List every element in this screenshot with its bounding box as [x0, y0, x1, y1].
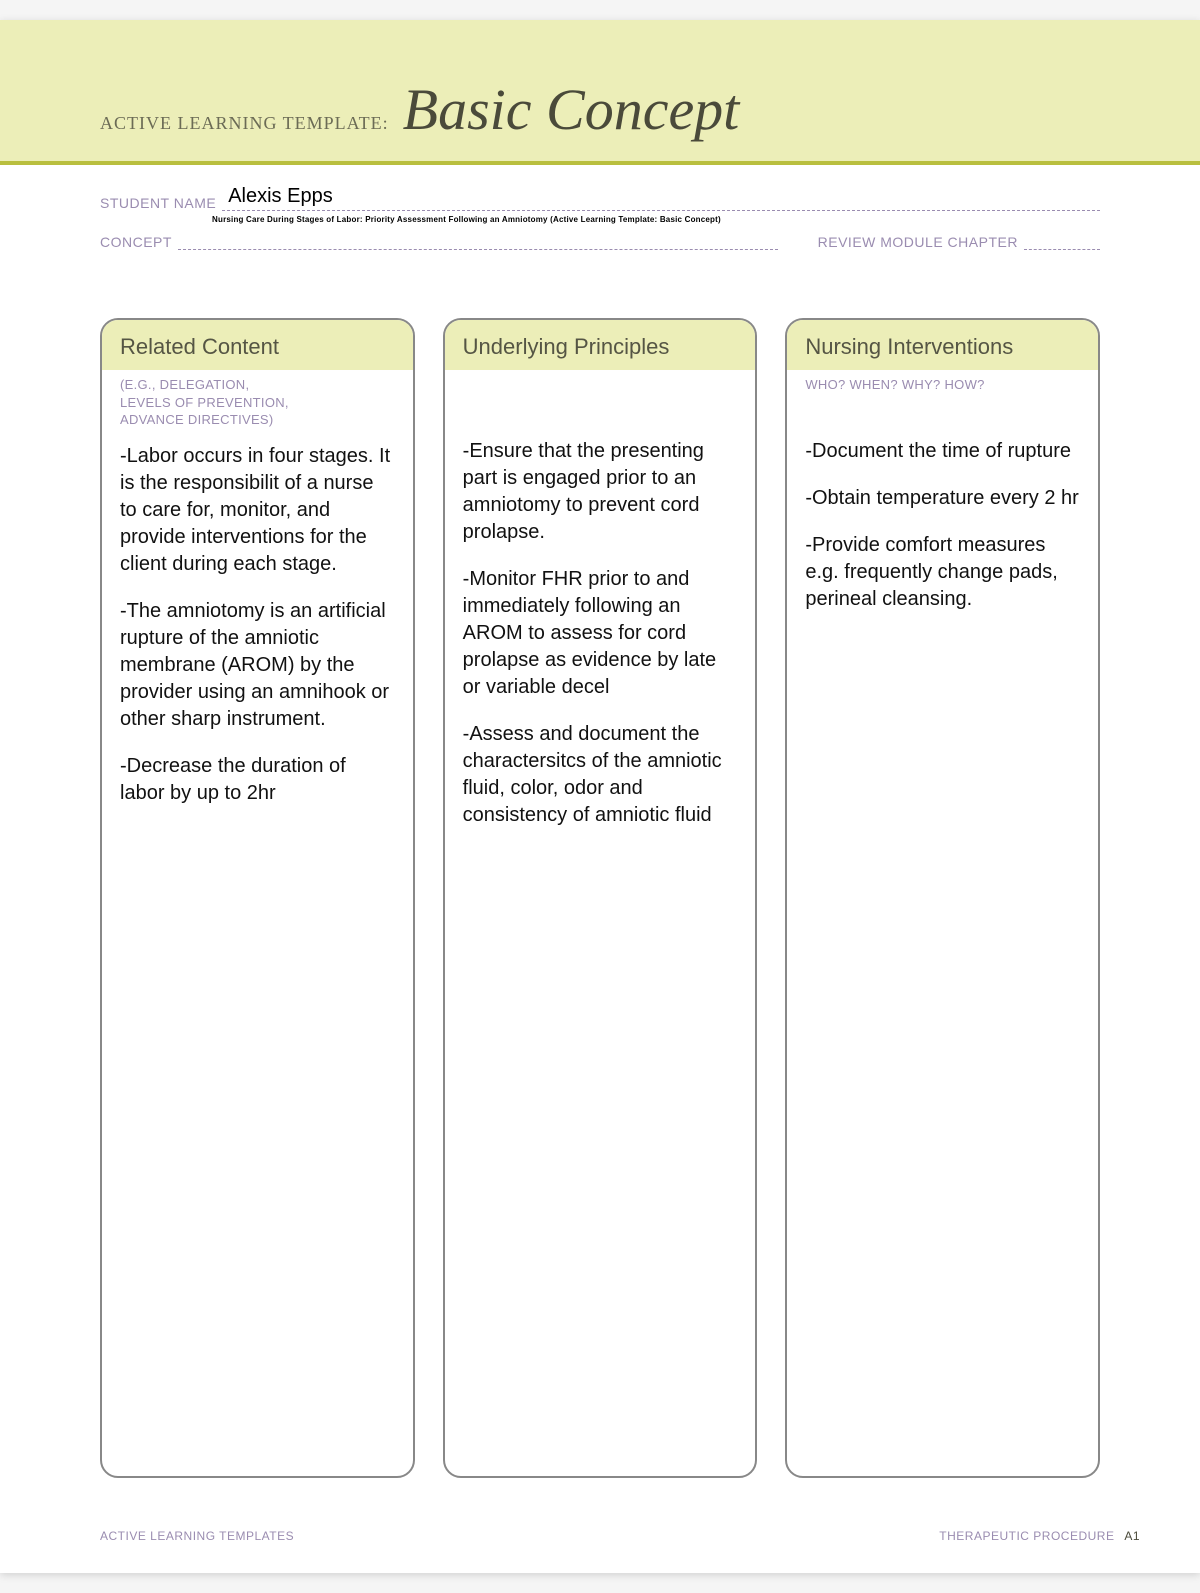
- card-body: -Labor occurs in four stages. It is the …: [102, 433, 413, 837]
- card-title: Related Content: [120, 334, 395, 360]
- card-nursing-interventions: Nursing Interventions WHO? WHEN? WHY? HO…: [785, 318, 1100, 1478]
- student-row: STUDENT NAME Alexis Epps: [100, 189, 1100, 211]
- card-header: Underlying Principles: [445, 320, 756, 370]
- card-body: -Document the time of rupture-Obtain tem…: [787, 428, 1098, 643]
- info-area: STUDENT NAME Alexis Epps Nursing Care Du…: [0, 165, 1200, 268]
- review-line: [1024, 228, 1100, 250]
- header-banner: ACTIVE LEARNING TEMPLATE: Basic Concept: [0, 20, 1200, 165]
- card-body: -Ensure that the presenting part is enga…: [445, 428, 756, 859]
- review-label: REVIEW MODULE CHAPTER: [818, 234, 1018, 250]
- card-related-content: Related Content (E.G., DELEGATION,LEVELS…: [100, 318, 415, 1478]
- card-subtitle: [445, 370, 756, 428]
- card-title: Nursing Interventions: [805, 334, 1080, 360]
- concept-field: CONCEPT: [100, 228, 778, 250]
- card-subtitle: (E.G., DELEGATION,LEVELS OF PREVENTION,A…: [102, 370, 413, 433]
- concept-row: CONCEPT REVIEW MODULE CHAPTER: [100, 228, 1100, 250]
- review-field: REVIEW MODULE CHAPTER: [818, 228, 1100, 250]
- page: ACTIVE LEARNING TEMPLATE: Basic Concept …: [0, 20, 1200, 1573]
- student-name-field: STUDENT NAME Alexis Epps: [100, 189, 1100, 211]
- footer-page-number: A1: [1124, 1529, 1140, 1543]
- card-header: Nursing Interventions: [787, 320, 1098, 370]
- columns-container: Related Content (E.G., DELEGATION,LEVELS…: [0, 268, 1200, 1478]
- footer: ACTIVE LEARNING TEMPLATES THERAPEUTIC PR…: [100, 1529, 1140, 1543]
- concept-line: [178, 228, 778, 250]
- banner-title: Basic Concept: [403, 77, 740, 142]
- student-name-value: Alexis Epps: [228, 185, 333, 208]
- card-subtitle: WHO? WHEN? WHY? HOW?: [787, 370, 1098, 428]
- card-underlying-principles: Underlying Principles -Ensure that the p…: [443, 318, 758, 1478]
- banner-prefix: ACTIVE LEARNING TEMPLATE:: [100, 113, 389, 133]
- footer-right-label: THERAPEUTIC PROCEDURE: [939, 1529, 1114, 1543]
- concept-label: CONCEPT: [100, 234, 172, 250]
- card-title: Underlying Principles: [463, 334, 738, 360]
- banner-text: ACTIVE LEARNING TEMPLATE: Basic Concept: [100, 76, 739, 143]
- student-name-line: Alexis Epps: [222, 189, 1100, 211]
- concept-tiny-text: Nursing Care During Stages of Labor: Pri…: [212, 215, 1100, 224]
- footer-right: THERAPEUTIC PROCEDURE A1: [939, 1529, 1140, 1543]
- card-header: Related Content: [102, 320, 413, 370]
- student-name-label: STUDENT NAME: [100, 195, 216, 211]
- footer-left: ACTIVE LEARNING TEMPLATES: [100, 1529, 294, 1543]
